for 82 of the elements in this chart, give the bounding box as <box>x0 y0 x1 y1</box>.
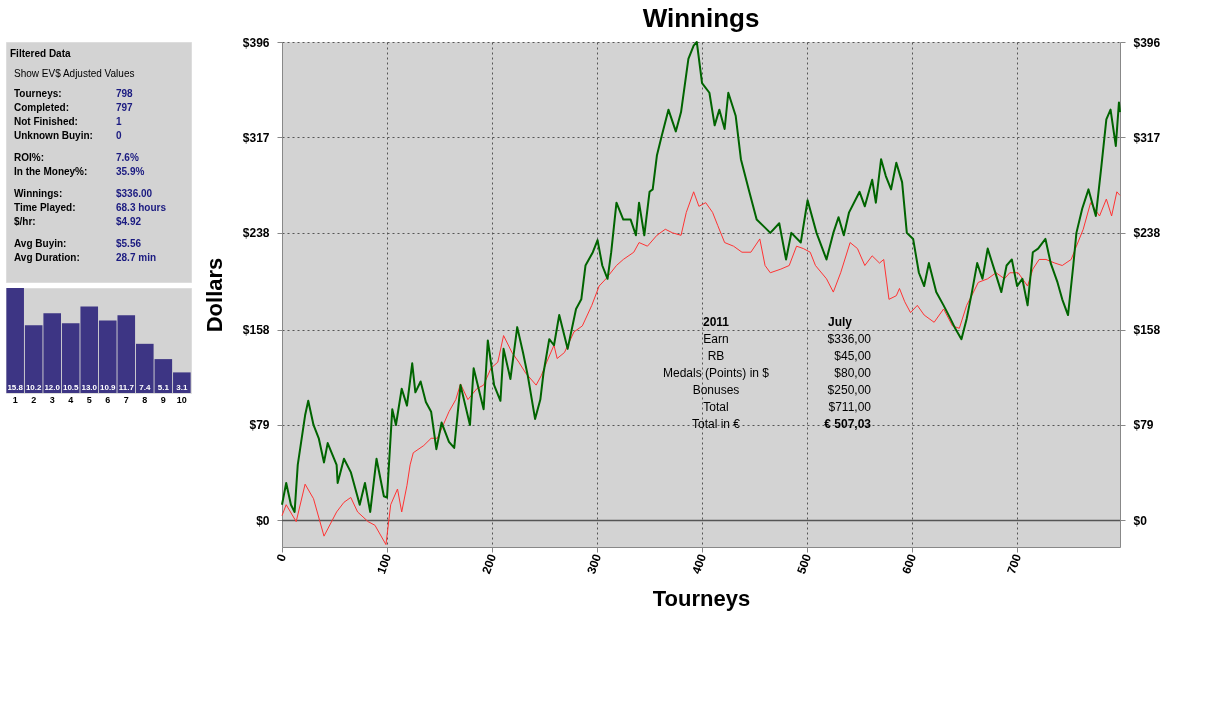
annotation: Total <box>703 400 729 414</box>
x-tick-label: 2 <box>31 394 37 405</box>
data-label: 10.5 <box>62 383 80 392</box>
y-axis-title: Dollars <box>201 257 227 333</box>
line-series <box>281 41 1121 513</box>
x-tick-label: 700 <box>1004 551 1025 576</box>
y2-tick-label: $317 <box>1133 130 1161 145</box>
x-tick-label: 6 <box>105 394 111 405</box>
text: 7.6% <box>116 152 139 163</box>
text: 1 <box>116 116 122 127</box>
data-label: 10.9 <box>99 383 117 392</box>
annotation: 2011 <box>702 315 730 329</box>
data-label: 13.0 <box>81 383 98 392</box>
annotation: Medals (Points) in $ <box>662 366 770 380</box>
annotation: € 507,03 <box>824 417 872 431</box>
text: In the Money%: <box>14 166 88 177</box>
text: Filtered Data <box>10 48 72 59</box>
annotation: Bonuses <box>692 383 740 397</box>
y2-tick-label: $396 <box>1133 35 1161 50</box>
text: Show EV$ Adjusted Values <box>14 68 135 79</box>
y-tick-label: $0 <box>256 513 270 528</box>
y-tick-label: $317 <box>242 130 270 145</box>
data-label: 7.4 <box>139 383 151 392</box>
x-tick-label: 8 <box>142 394 148 405</box>
x-tick-label: 0 <box>273 551 290 564</box>
text: $336.00 <box>116 188 153 199</box>
text: 35.9% <box>116 166 145 177</box>
x-tick-label: 3 <box>49 394 55 405</box>
y-tick-label: $158 <box>242 323 270 338</box>
y2-tick-label: $79 <box>1133 418 1154 433</box>
y-tick-label: $79 <box>249 418 270 433</box>
text: Not Finished: <box>14 116 78 127</box>
annotation: $45,00 <box>834 349 872 363</box>
y-tick-label: $396 <box>242 35 270 50</box>
y2-tick-label: $158 <box>1133 323 1161 338</box>
text: Avg Duration: <box>14 252 80 263</box>
x-tick-label: 200 <box>479 551 500 576</box>
x-tick-label: 7 <box>123 394 129 405</box>
text: Completed: <box>14 102 69 113</box>
text: $/hr: <box>14 216 36 227</box>
x-tick-label: 400 <box>689 551 710 576</box>
annotation: $80,00 <box>834 366 872 380</box>
text: ROI%: <box>14 152 44 163</box>
x-tick-label: 10 <box>176 394 187 405</box>
annotation: July <box>827 315 853 329</box>
text: 68.3 hours <box>116 202 167 213</box>
x-tick-label: 500 <box>794 551 815 576</box>
data-label: 5.1 <box>157 383 170 392</box>
text: Winnings: <box>14 188 63 199</box>
text: 28.7 min <box>116 252 157 263</box>
annotation: $711,00 <box>828 400 872 414</box>
text: 797 <box>116 102 134 113</box>
text: Time Played: <box>14 202 76 213</box>
x-tick-label: 100 <box>374 551 395 576</box>
data-label: 11.7 <box>118 383 135 392</box>
annotation: $250,00 <box>827 383 872 397</box>
y2-tick-label: $0 <box>1133 513 1148 528</box>
text: Unknown Buyin: <box>14 130 93 141</box>
chart-title: Winnings <box>642 3 760 33</box>
x-tick-label: 9 <box>160 394 166 405</box>
data-label: 15.8 <box>7 383 24 392</box>
text: $5.56 <box>116 238 142 249</box>
x-tick-label: 5 <box>86 394 92 405</box>
annotation: $336,00 <box>827 332 872 346</box>
data-label: 12.0 <box>44 383 61 392</box>
text: 0 <box>116 130 122 141</box>
annotation: Earn <box>703 332 729 346</box>
x-tick-label: 600 <box>899 551 920 576</box>
x-tick-label: 4 <box>68 394 74 405</box>
text: $4.92 <box>116 216 142 227</box>
y2-tick-label: $238 <box>1133 226 1161 241</box>
text: Avg Buyin: <box>14 238 67 249</box>
x-tick-label: 300 <box>584 551 605 576</box>
y-tick-label: $238 <box>242 226 270 241</box>
data-label: 10.2 <box>25 383 43 392</box>
text: Tourneys: <box>14 88 62 99</box>
x-axis-title: Tourneys <box>652 586 751 612</box>
annotation: RB <box>707 349 725 363</box>
data-label: 3.1 <box>176 383 188 392</box>
text: 798 <box>116 88 134 99</box>
annotation: Total in € <box>691 417 741 431</box>
x-tick-label: 1 <box>12 394 18 405</box>
